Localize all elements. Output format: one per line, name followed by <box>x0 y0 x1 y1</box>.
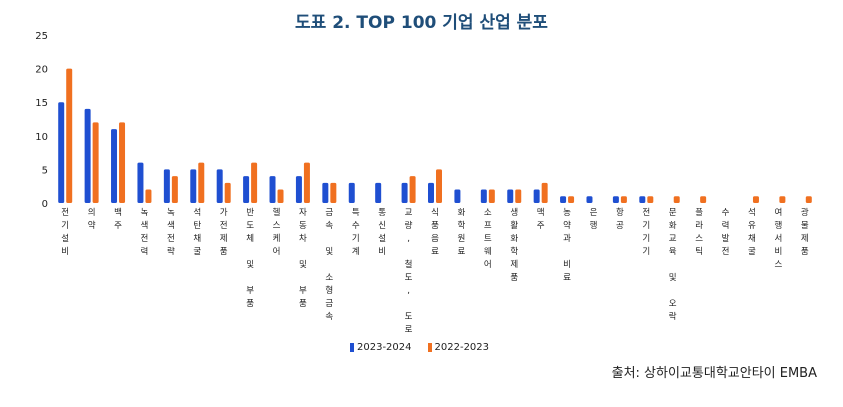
y-tick-label: 10 <box>35 132 48 143</box>
category-label: 교량,철도,도로,운영 <box>405 208 413 340</box>
bar-2022-2023 <box>277 189 284 203</box>
legend-item-2023: 2023-2024 <box>350 342 412 353</box>
bar-2022-2023 <box>568 196 575 203</box>
legend-swatch-2022 <box>427 343 432 352</box>
bar-2023-2024 <box>84 108 91 203</box>
bar-2022-2023 <box>805 196 812 203</box>
bar-2023-2024 <box>375 182 382 203</box>
y-tick-label: 15 <box>35 98 48 109</box>
bar-2023-2024 <box>586 196 593 203</box>
legend-label-2023: 2023-2024 <box>357 342 412 353</box>
bar-2023-2024 <box>322 182 329 203</box>
bar-2022-2023 <box>620 196 627 203</box>
bar-2023-2024 <box>216 169 223 203</box>
bar-2023-2024 <box>639 196 646 203</box>
bar-2023-2024 <box>58 102 65 203</box>
bar-2023-2024 <box>243 176 250 203</box>
bar-2023-2024 <box>507 189 514 203</box>
bar-2022-2023 <box>700 196 707 203</box>
bar-2022-2023 <box>409 176 416 203</box>
bar-2023-2024 <box>401 182 408 203</box>
bar-2023-2024 <box>163 169 170 203</box>
bar-2022-2023 <box>330 182 337 203</box>
legend-item-2022: 2022-2023 <box>427 342 490 353</box>
bar-2023-2024 <box>454 189 461 203</box>
bar-2022-2023 <box>436 169 442 203</box>
bar-2023-2024 <box>137 162 144 203</box>
bar-chart: 0 5 10 15 20 25 전 기 설 비 의 약 백 주 녹 색 전 력 녹 색 전 략 석 탄 채 굴 가 전 제 품 반 도 체 및 부 품… <box>35 31 812 340</box>
bar-2022-2023 <box>198 162 205 203</box>
bar-2022-2023 <box>779 196 786 203</box>
bar-2023-2024 <box>560 196 567 203</box>
legend-label-2022: 2022-2023 <box>434 342 490 353</box>
bar-2022-2023 <box>488 189 495 203</box>
legend: 2023-2024 2022-2023 <box>350 342 489 353</box>
bar-2022-2023 <box>752 196 759 203</box>
bar-2022-2023 <box>541 182 548 203</box>
bar-2022-2023 <box>647 196 654 203</box>
y-tick-label: 5 <box>42 165 48 176</box>
bar-2022-2023 <box>119 122 126 203</box>
bar-2022-2023 <box>303 162 310 203</box>
bar-2022-2023 <box>224 182 231 203</box>
bar-2022-2023 <box>66 68 73 203</box>
bar-2023-2024 <box>428 182 434 203</box>
bar-2023-2024 <box>480 189 487 203</box>
bar-2023-2024 <box>348 182 355 203</box>
bar-2023-2024 <box>269 176 276 203</box>
y-tick-label: 25 <box>35 31 48 42</box>
bar-2022-2023 <box>92 122 99 203</box>
legend-swatch-2023 <box>350 343 354 352</box>
bar-2023-2024 <box>111 129 118 203</box>
bar-2022-2023 <box>251 162 258 203</box>
chart-title: 도표 2. TOP 100 기업 산업 분포 <box>295 13 548 33</box>
source-note: 출처: 상하이교통대학교안타이 EMBA <box>611 366 817 381</box>
y-tick-label: 0 <box>42 199 48 210</box>
bar-2023-2024 <box>612 196 619 203</box>
bar-2022-2023 <box>171 176 178 203</box>
bar-2022-2023 <box>145 189 152 203</box>
y-tick-label: 20 <box>35 65 48 76</box>
bar-2023-2024 <box>190 169 197 203</box>
bar-2022-2023 <box>515 189 522 203</box>
bar-2023-2024 <box>295 176 302 203</box>
bar-2022-2023 <box>673 196 680 203</box>
bar-2023-2024 <box>533 189 540 203</box>
